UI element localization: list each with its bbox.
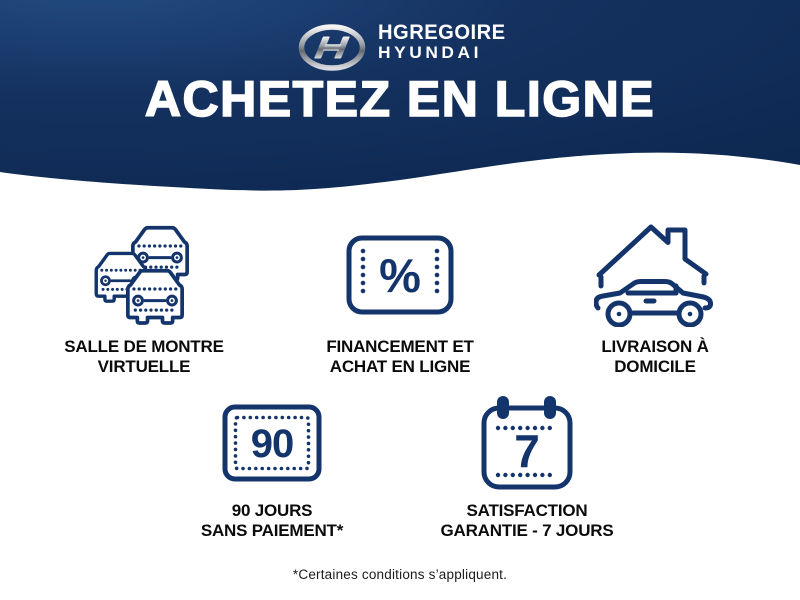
hyundai-logo-icon — [298, 24, 366, 71]
feature-label: FINANCEMENT ET ACHAT EN LIGNE — [326, 337, 474, 376]
brand-logo: HGREGOIRE HYUNDAI — [296, 21, 511, 62]
page-title: ACHETEZ EN LIGNE — [144, 71, 656, 127]
feature-label: SALLE DE MONTRE VIRTUELLE — [64, 337, 224, 376]
percent-value: % — [379, 249, 421, 302]
cars-showroom-icon — [29, 218, 259, 332]
make-name: HYUNDAI — [378, 43, 482, 62]
brand-wordmark: HGREGOIRE HYUNDAI — [378, 21, 511, 62]
seven-value: 7 — [514, 425, 540, 477]
percent-coupon-icon: % — [285, 218, 515, 332]
conditions-footnote: *Certaines conditions s’appliquent. — [292, 567, 508, 582]
feature-label: SATISFACTION GARANTIE - 7 JOURS — [440, 501, 614, 540]
feature-online-financing: % FINANCEMENT ET ACHAT EN LIGNE — [285, 218, 515, 376]
dealer-name: HGREGOIRE — [378, 21, 506, 44]
90-days-badge-icon: 90 — [157, 395, 387, 490]
feature-90-days-no-payment: 90 90 JOURS SANS PAIEMENT* — [157, 395, 387, 540]
header-wave-background — [0, 0, 800, 191]
feature-label: LIVRAISON À DOMICILE — [601, 337, 709, 376]
feature-label: 90 JOURS SANS PAIEMENT* — [200, 501, 344, 540]
feature-home-delivery: LIVRAISON À DOMICILE — [540, 218, 770, 376]
calendar-7-icon: 7 — [412, 395, 642, 490]
home-delivery-icon — [540, 218, 770, 332]
feature-7-day-guarantee: 7 SATISFACTION GARANTIE - 7 JOURS — [412, 395, 642, 540]
feature-virtual-showroom: SALLE DE MONTRE VIRTUELLE — [29, 218, 259, 376]
ninety-value: 90 — [251, 422, 294, 466]
